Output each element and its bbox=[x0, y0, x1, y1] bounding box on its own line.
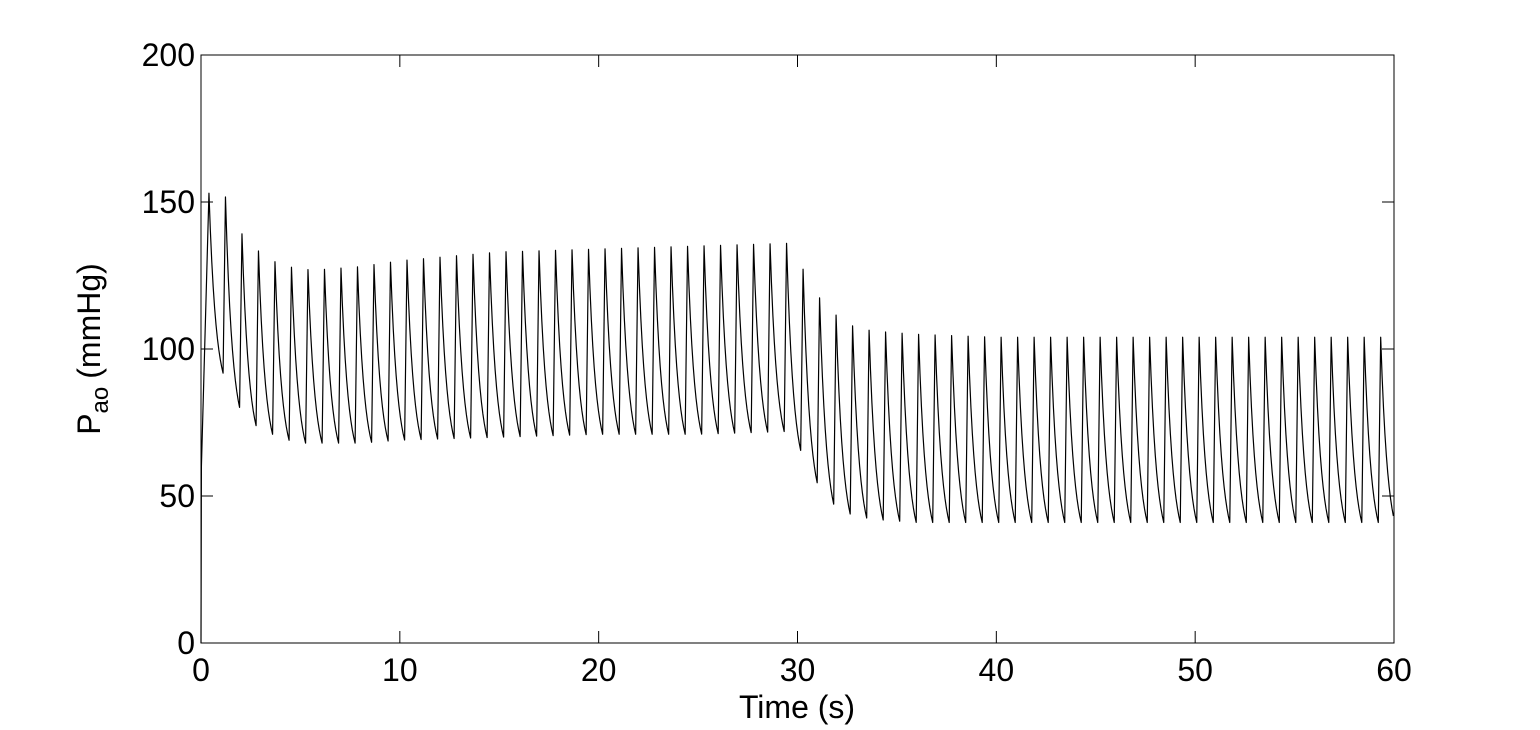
pressure-series-line bbox=[200, 192, 1394, 644]
y-axis-label-main: P bbox=[71, 413, 107, 434]
x-tick-label: 50 bbox=[1177, 652, 1213, 688]
x-tick-label: 20 bbox=[581, 652, 617, 688]
x-tick-label: 10 bbox=[382, 652, 418, 688]
x-axis-label: Time (s) bbox=[739, 689, 855, 725]
x-tick-label: 40 bbox=[979, 652, 1015, 688]
y-tick-label: 50 bbox=[159, 478, 195, 514]
x-tick-label: 0 bbox=[192, 652, 210, 688]
y-axis-label-subscript: ao bbox=[87, 387, 114, 414]
x-tick-label: 30 bbox=[780, 652, 816, 688]
y-tick-label: 150 bbox=[142, 184, 195, 220]
plot-area bbox=[201, 55, 1394, 643]
y-tick-label: 200 bbox=[142, 37, 195, 73]
y-axis-label: Pao (mmHg) bbox=[71, 263, 114, 435]
x-tick-label: 60 bbox=[1376, 652, 1412, 688]
y-tick-label: 0 bbox=[177, 625, 195, 661]
y-tick-label: 100 bbox=[142, 331, 195, 367]
y-axis-label-unit: (mmHg) bbox=[71, 263, 107, 379]
